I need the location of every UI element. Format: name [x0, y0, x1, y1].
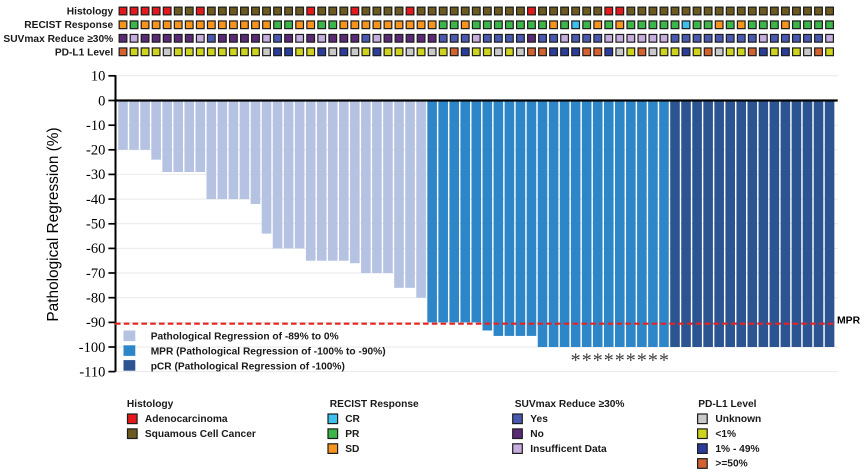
svg-text:SD: SD: [345, 444, 359, 455]
svg-text:*: *: [648, 350, 658, 372]
svg-text:-20: -20: [86, 143, 105, 159]
svg-text:pCR (Pathological Regression o: pCR (Pathological Regression of -100%): [151, 361, 345, 372]
svg-text:-110: -110: [79, 364, 105, 380]
svg-text:*: *: [604, 350, 614, 372]
svg-text:Squamous Cell Cancer: Squamous Cell Cancer: [145, 429, 256, 440]
svg-text:MPR (Pathological Regression o: MPR (Pathological Regression of -100% to…: [151, 347, 386, 358]
svg-text:<1%: <1%: [715, 429, 736, 440]
svg-text:*: *: [571, 350, 581, 372]
svg-text:-100: -100: [79, 340, 106, 356]
svg-text:PD-L1 Level: PD-L1 Level: [55, 48, 113, 59]
svg-text:*: *: [637, 350, 647, 372]
svg-text:SUVmax Reduce ≥30%: SUVmax Reduce ≥30%: [3, 34, 113, 45]
svg-text:*: *: [659, 350, 669, 372]
svg-text:0: 0: [98, 93, 105, 109]
svg-text:RECIST Response: RECIST Response: [24, 20, 113, 31]
svg-text:Pathological Regression of -89: Pathological Regression of -89% to 0%: [151, 332, 339, 343]
svg-text:Histology: Histology: [67, 7, 114, 18]
svg-text:-40: -40: [86, 192, 105, 208]
svg-text:Pathological Regression (%): Pathological Regression (%): [45, 127, 62, 321]
svg-text:SUVmax Reduce ≥30%: SUVmax Reduce ≥30%: [515, 399, 625, 410]
svg-text:>=50%: >=50%: [715, 459, 747, 470]
svg-text:-30: -30: [86, 167, 105, 183]
svg-text:-80: -80: [86, 291, 105, 307]
svg-text:*: *: [593, 350, 603, 372]
svg-text:CR: CR: [345, 414, 360, 425]
svg-text:-10: -10: [86, 118, 105, 134]
svg-text:Adenocarcinoma: Adenocarcinoma: [145, 414, 228, 425]
svg-text:*: *: [615, 350, 625, 372]
svg-text:Unknown: Unknown: [715, 414, 761, 425]
svg-text:*: *: [582, 350, 592, 372]
svg-text:10: 10: [91, 69, 106, 85]
svg-text:-60: -60: [86, 241, 105, 257]
svg-text:RECIST Response: RECIST Response: [330, 399, 419, 410]
svg-text:*: *: [626, 350, 636, 372]
svg-text:MPR: MPR: [837, 315, 861, 326]
svg-text:No: No: [530, 429, 544, 440]
svg-text:-90: -90: [86, 315, 105, 331]
svg-text:Yes: Yes: [530, 414, 548, 425]
svg-text:PD-L1 Level: PD-L1 Level: [698, 399, 756, 410]
svg-text:-70: -70: [86, 266, 105, 282]
svg-text:-50: -50: [86, 217, 105, 233]
svg-text:PR: PR: [345, 429, 360, 440]
svg-text:Histology: Histology: [127, 399, 174, 410]
svg-text:1% - 49%: 1% - 49%: [715, 444, 759, 455]
svg-text:Insufficent Data: Insufficent Data: [530, 444, 607, 455]
